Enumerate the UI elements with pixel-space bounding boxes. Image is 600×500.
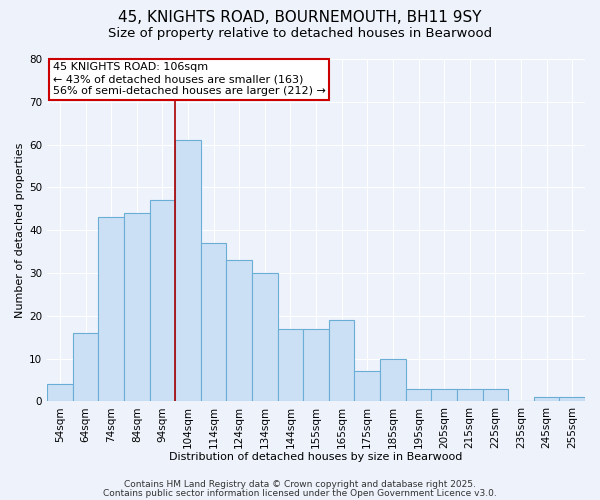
Bar: [226, 260, 252, 402]
Bar: [98, 218, 124, 402]
Text: Contains public sector information licensed under the Open Government Licence v3: Contains public sector information licen…: [103, 488, 497, 498]
Bar: [355, 372, 380, 402]
Bar: [252, 273, 278, 402]
Bar: [457, 388, 482, 402]
Bar: [482, 388, 508, 402]
Text: 45 KNIGHTS ROAD: 106sqm
← 43% of detached houses are smaller (163)
56% of semi-d: 45 KNIGHTS ROAD: 106sqm ← 43% of detache…: [53, 62, 325, 96]
Bar: [149, 200, 175, 402]
X-axis label: Distribution of detached houses by size in Bearwood: Distribution of detached houses by size …: [169, 452, 463, 462]
Bar: [278, 328, 303, 402]
Bar: [175, 140, 201, 402]
Bar: [380, 358, 406, 402]
Bar: [431, 388, 457, 402]
Bar: [124, 213, 149, 402]
Bar: [303, 328, 329, 402]
Bar: [201, 243, 226, 402]
Bar: [406, 388, 431, 402]
Bar: [329, 320, 355, 402]
Bar: [559, 397, 585, 402]
Bar: [47, 384, 73, 402]
Text: Contains HM Land Registry data © Crown copyright and database right 2025.: Contains HM Land Registry data © Crown c…: [124, 480, 476, 489]
Text: Size of property relative to detached houses in Bearwood: Size of property relative to detached ho…: [108, 28, 492, 40]
Y-axis label: Number of detached properties: Number of detached properties: [15, 142, 25, 318]
Bar: [534, 397, 559, 402]
Text: 45, KNIGHTS ROAD, BOURNEMOUTH, BH11 9SY: 45, KNIGHTS ROAD, BOURNEMOUTH, BH11 9SY: [118, 10, 482, 25]
Bar: [73, 333, 98, 402]
